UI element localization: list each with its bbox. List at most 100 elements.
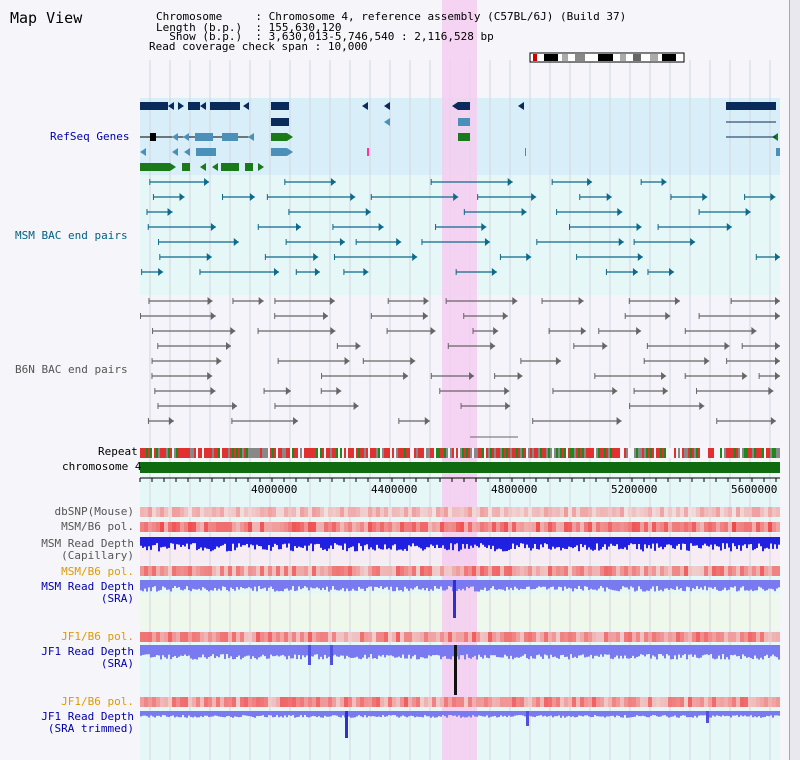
repeat-segment xyxy=(752,448,754,458)
depth-bar xyxy=(164,645,166,658)
heat-cell xyxy=(252,522,256,532)
heat-cell xyxy=(620,522,624,532)
heat-cell xyxy=(644,566,648,576)
repeat-segment xyxy=(352,448,354,458)
heat-cell xyxy=(408,566,412,576)
heat-cell xyxy=(532,632,536,642)
heat-cell xyxy=(520,697,524,707)
heat-cell xyxy=(220,632,224,642)
depth-bar xyxy=(508,645,510,659)
bac-end xyxy=(606,193,612,201)
depth-bar xyxy=(258,711,260,717)
depth-bar xyxy=(718,580,720,591)
heat-cell xyxy=(212,522,216,532)
repeat-segment xyxy=(362,448,364,458)
depth-bar xyxy=(680,580,682,589)
depth-bar xyxy=(488,711,490,718)
heat-cell xyxy=(508,697,512,707)
depth-bar xyxy=(248,580,250,588)
bac-end xyxy=(210,223,216,231)
depth-bar xyxy=(266,645,268,659)
depth-bar xyxy=(252,711,254,718)
depth-bar xyxy=(634,537,636,545)
bac-end xyxy=(674,297,680,305)
depth-bar xyxy=(308,580,310,591)
depth-bar xyxy=(728,537,730,548)
depth-bar xyxy=(696,537,698,546)
depth-bar xyxy=(276,537,278,546)
depth-bar xyxy=(618,645,620,659)
repeat-segment xyxy=(728,448,730,458)
repeat-segment xyxy=(288,448,290,458)
heat-cell xyxy=(736,697,740,707)
heat-cell xyxy=(536,632,540,642)
depth-bar xyxy=(144,537,146,547)
heat-cell xyxy=(244,697,248,707)
depth-bar xyxy=(684,711,686,716)
depth-bar xyxy=(254,537,256,550)
repeat-segment xyxy=(250,448,252,458)
heat-cell xyxy=(200,697,204,707)
depth-bar xyxy=(686,645,688,660)
heat-cell xyxy=(380,566,384,576)
depth-bar xyxy=(152,537,154,546)
repeat-segment xyxy=(452,448,454,458)
heat-cell xyxy=(700,507,704,517)
heat-cell xyxy=(332,632,336,642)
heat-cell xyxy=(280,522,284,532)
depth-bar xyxy=(496,537,498,550)
bac-end xyxy=(618,238,624,246)
heat-cell xyxy=(688,566,692,576)
depth-bar xyxy=(188,580,190,591)
heat-cell xyxy=(320,632,324,642)
depth-bar xyxy=(618,711,620,716)
depth-bar xyxy=(366,645,368,659)
depth-bar xyxy=(386,645,388,656)
bac-end xyxy=(168,417,174,425)
gene xyxy=(458,133,470,141)
depth-bar xyxy=(416,537,418,546)
depth-bar xyxy=(326,580,328,587)
depth-bar xyxy=(728,580,730,590)
depth-bar xyxy=(214,537,216,550)
depth-bar xyxy=(152,711,154,717)
depth-bar xyxy=(414,711,416,718)
heat-cell xyxy=(196,566,200,576)
heat-cell xyxy=(580,697,584,707)
heat-cell xyxy=(560,632,564,642)
depth-bar xyxy=(412,537,414,544)
depth-bar xyxy=(594,711,596,716)
depth-bar xyxy=(450,711,452,716)
heat-cell xyxy=(236,522,240,532)
heat-cell xyxy=(344,697,348,707)
depth-bar xyxy=(222,580,224,587)
depth-bar xyxy=(402,580,404,592)
depth-bar xyxy=(722,645,724,655)
heat-cell xyxy=(144,522,148,532)
bac-end xyxy=(484,238,490,246)
repeat-segment xyxy=(756,448,758,458)
heat-cell xyxy=(160,632,164,642)
label-msm-b6-pol-1: MSM/B6 pol. xyxy=(61,520,134,533)
depth-bar xyxy=(376,580,378,587)
heat-cell xyxy=(488,632,492,642)
heat-cell xyxy=(764,522,768,532)
depth-bar xyxy=(778,711,780,716)
depth-bar xyxy=(600,580,602,587)
heat-cell xyxy=(624,566,628,576)
vertical-scrollbar[interactable] xyxy=(789,0,800,760)
heat-cell xyxy=(384,507,388,517)
heat-cell xyxy=(428,507,432,517)
heat-cell xyxy=(616,566,620,576)
depth-bar xyxy=(666,580,668,589)
repeat-segment xyxy=(778,448,780,458)
depth-bar xyxy=(714,580,716,587)
repeat-segment xyxy=(214,448,216,458)
depth-bar xyxy=(568,537,570,547)
heat-cell xyxy=(436,632,440,642)
heat-cell xyxy=(356,522,360,532)
depth-bar xyxy=(476,645,478,660)
depth-bar xyxy=(154,537,156,546)
depth-bar xyxy=(206,645,208,659)
